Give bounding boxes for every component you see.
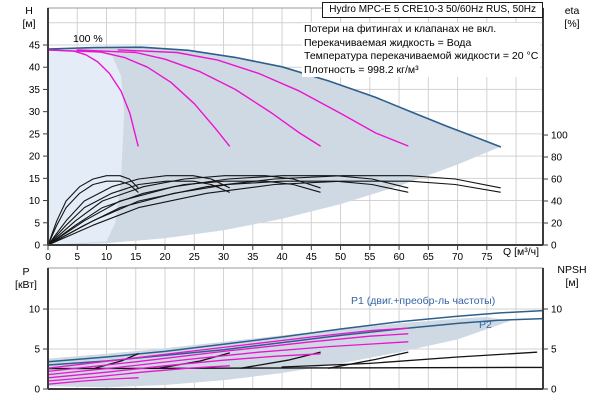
tick-label: 70 bbox=[452, 252, 464, 263]
speed-curve-4pump bbox=[117, 49, 409, 147]
reduced-power-4 bbox=[48, 341, 409, 376]
power-npsh-chart: 0 5 10 0 5 10 bbox=[29, 267, 563, 396]
tick-label: 60 bbox=[551, 175, 563, 186]
chart-title-box: Hydro MPC-E 5 CRE10-3 50/60Hz RUS, 50Hz bbox=[322, 2, 543, 18]
tick-label: 10 bbox=[29, 305, 41, 316]
npsh-axis-unit: [м] bbox=[565, 277, 579, 289]
tick-label: 15 bbox=[130, 252, 142, 263]
top-series bbox=[48, 46, 502, 245]
tick-label: 0 bbox=[34, 241, 40, 252]
tick-label: 35 bbox=[247, 252, 259, 263]
reduced-power-1 bbox=[48, 377, 139, 385]
info-line-density: Плотность = 998.2 кг/м³ bbox=[304, 63, 419, 76]
tick-label: 100 bbox=[551, 131, 568, 142]
speed-curve-1pump bbox=[48, 49, 139, 147]
tick-label: 55 bbox=[364, 252, 376, 263]
tick-label: 20 bbox=[29, 152, 41, 163]
chart-info-block: Потери на фитингах и клапанах не вкл. Пе… bbox=[302, 23, 541, 77]
tick-label: 10 bbox=[101, 252, 113, 263]
eta-curve-1b bbox=[48, 180, 139, 245]
tick-label: 80 bbox=[551, 153, 563, 164]
eta-curve-4a bbox=[48, 175, 409, 245]
tick-label: 30 bbox=[29, 107, 41, 118]
eta-curve-2a bbox=[48, 175, 230, 245]
tick-label: 75 bbox=[481, 252, 493, 263]
tick-label: 45 bbox=[306, 252, 318, 263]
reduced-power-6 bbox=[48, 327, 409, 369]
operating-area bbox=[48, 47, 501, 245]
eta-curve-3a bbox=[48, 175, 321, 245]
tick-label: 20 bbox=[551, 219, 563, 230]
tick-label: 35 bbox=[29, 85, 41, 96]
tick-label: 25 bbox=[29, 129, 41, 140]
tick-label: 10 bbox=[29, 196, 41, 207]
tick-label: 0 bbox=[45, 252, 51, 263]
qh-chart: 0 5 10 15 20 25 30 35 40 45 0 20 40 60 80 100 0 5 10 15 20 25… bbox=[29, 7, 568, 263]
speed-curve-2pump bbox=[48, 49, 231, 147]
eta-axis-unit: [%] bbox=[564, 18, 580, 30]
tick-label: 65 bbox=[423, 252, 435, 263]
tick-label: 0 bbox=[551, 385, 557, 396]
tick-label: 15 bbox=[29, 174, 41, 185]
eta-curve-3b bbox=[48, 180, 321, 245]
tick-label: 5 bbox=[551, 345, 557, 356]
tick-label: 30 bbox=[218, 252, 230, 263]
info-line-losses: Потери на фитингах и клапанах не вкл. bbox=[304, 23, 497, 35]
tick-label: 10 bbox=[551, 305, 563, 316]
p1-curve-label: P1 (двиг.+преобр-ль частоты) bbox=[351, 295, 496, 307]
p-axis-label: P [кВт] bbox=[8, 266, 44, 292]
tick-label: 45 bbox=[29, 40, 41, 51]
eta-curve-2b bbox=[48, 180, 230, 245]
tick-label: 5 bbox=[34, 218, 40, 229]
npsh-seg-4 bbox=[328, 351, 409, 369]
tick-label: 0 bbox=[34, 385, 40, 396]
npsh-seg-5 bbox=[281, 351, 538, 368]
tick-label: 40 bbox=[29, 63, 41, 74]
tick-label: 25 bbox=[189, 252, 201, 263]
eta-axis-name: eta bbox=[564, 5, 580, 17]
tick-label: 5 bbox=[74, 252, 80, 263]
info-line-liquid: Перекачиваемая жидкость = Вода bbox=[304, 36, 472, 49]
speed-100-percent-label: 100 % bbox=[73, 33, 103, 45]
p-axis-name: P bbox=[22, 266, 30, 278]
npsh-baseline bbox=[48, 366, 543, 370]
npsh-axis-label: NPSH [м] bbox=[548, 264, 596, 290]
chart-title: Hydro MPC-E 5 CRE10-3 50/60Hz RUS, 50Hz bbox=[329, 4, 536, 15]
reduced-power-3 bbox=[48, 353, 321, 379]
h-axis-label: H [м] bbox=[14, 5, 44, 31]
tick-label: 5 bbox=[34, 345, 40, 356]
reduced-power-5 bbox=[48, 333, 409, 373]
q-axis-unit-label: Q [м³/ч] bbox=[503, 246, 540, 258]
power-area bbox=[48, 317, 511, 388]
eta-curve-5b bbox=[48, 180, 501, 245]
reduced-power-2 bbox=[48, 365, 231, 382]
eta-axis-label: eta [%] bbox=[552, 5, 592, 31]
bottom-series bbox=[48, 309, 543, 388]
info-line-temperature: Температура перекачиваемой жидкости = 20… bbox=[304, 50, 539, 62]
tick-label: 20 bbox=[159, 252, 171, 263]
p-axis-unit: [кВт] bbox=[15, 279, 37, 291]
tick-label: 40 bbox=[551, 197, 563, 208]
speed-curve-3pump bbox=[76, 49, 321, 147]
eta-curve-5a bbox=[48, 175, 501, 245]
npsh-axis-name: NPSH bbox=[557, 264, 587, 276]
tick-label: 40 bbox=[276, 252, 288, 263]
tick-label: 0 bbox=[551, 241, 557, 252]
h-axis-name: H bbox=[25, 5, 33, 17]
p2-curve-label: P2 bbox=[479, 319, 492, 331]
tick-label: 50 bbox=[335, 252, 347, 263]
tick-label: 60 bbox=[394, 252, 406, 263]
h-axis-unit: [м] bbox=[22, 18, 36, 30]
eta-curve-1a bbox=[48, 175, 139, 245]
